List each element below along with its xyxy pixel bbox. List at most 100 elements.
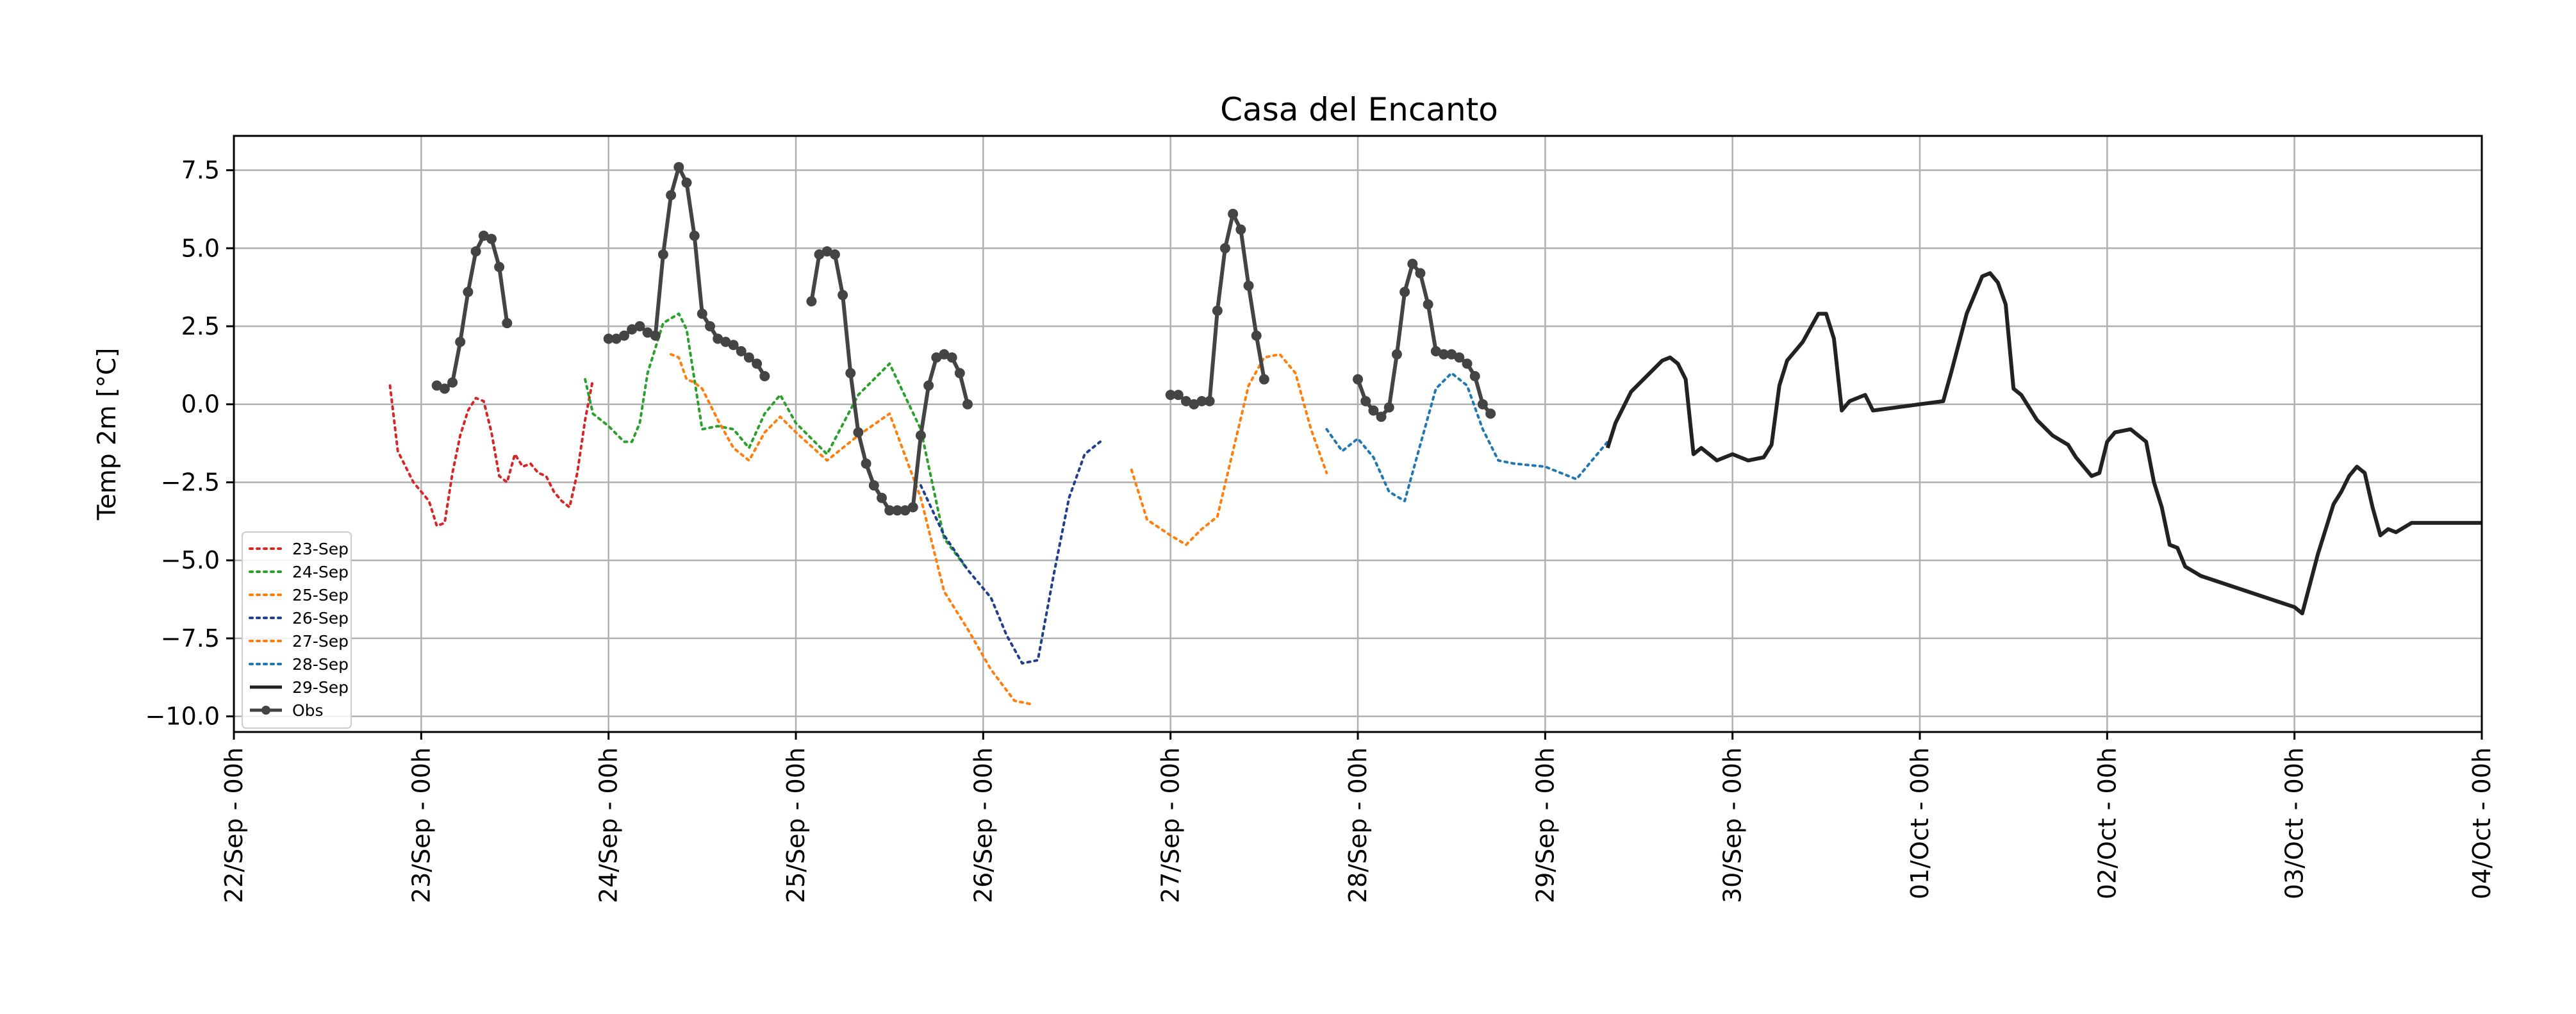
x-tick-label: 23/Sep - 00h bbox=[407, 747, 435, 903]
series-line-24-Sep bbox=[584, 312, 969, 571]
obs-point bbox=[657, 249, 668, 260]
obs-point bbox=[705, 321, 715, 331]
obs-point bbox=[634, 321, 645, 331]
obs-point bbox=[1353, 374, 1363, 385]
obs-point bbox=[877, 492, 887, 503]
y-tick-label: 5.0 bbox=[181, 234, 220, 262]
series-layer bbox=[388, 162, 2482, 706]
obs-point bbox=[681, 178, 692, 188]
x-tick-label: 01/Oct - 00h bbox=[1906, 747, 1934, 899]
obs-point bbox=[853, 427, 864, 438]
x-tick-label: 25/Sep - 00h bbox=[782, 747, 810, 903]
obs-point bbox=[1376, 411, 1387, 422]
obs-point bbox=[1469, 370, 1480, 381]
obs-point bbox=[455, 337, 466, 347]
obs-point bbox=[478, 230, 489, 241]
obs-point bbox=[1165, 390, 1176, 401]
obs-point bbox=[829, 249, 840, 260]
obs-point bbox=[915, 430, 926, 441]
obs-point bbox=[845, 368, 856, 379]
x-tick-label: 02/Oct - 00h bbox=[2093, 747, 2121, 899]
x-tick-label: 22/Sep - 00h bbox=[220, 747, 248, 903]
x-tick-label: 24/Sep - 00h bbox=[595, 747, 623, 903]
obs-point bbox=[1407, 258, 1418, 269]
obs-point bbox=[1235, 224, 1246, 235]
obs-point bbox=[1454, 352, 1465, 363]
obs-point bbox=[907, 502, 918, 513]
chart-title: Casa del Encanto bbox=[1220, 91, 1498, 128]
obs-point bbox=[463, 287, 474, 297]
obs-point bbox=[1259, 374, 1269, 385]
y-tick-label: −10.0 bbox=[145, 702, 220, 731]
legend-label: 24-Sep bbox=[292, 563, 349, 581]
obs-point bbox=[1391, 349, 1402, 360]
obs-point bbox=[1189, 399, 1200, 410]
x-tick-label: 28/Sep - 00h bbox=[1344, 747, 1372, 903]
obs-point bbox=[923, 380, 934, 391]
y-tick-label: −5.0 bbox=[161, 546, 220, 574]
obs-point bbox=[1477, 399, 1488, 410]
obs-point bbox=[1243, 280, 1254, 291]
obs-point bbox=[1446, 349, 1457, 360]
obs-point bbox=[627, 324, 638, 335]
obs-point bbox=[806, 296, 817, 307]
legend-label: 29-Sep bbox=[292, 678, 349, 697]
series-line-29-Sep bbox=[1605, 271, 2482, 615]
legend-label: 26-Sep bbox=[292, 609, 349, 628]
series-line-23-Sep bbox=[388, 378, 595, 528]
obs-point bbox=[1228, 208, 1239, 219]
obs-point bbox=[728, 340, 739, 351]
series-line-25-Sep bbox=[670, 353, 1032, 706]
obs-point bbox=[861, 458, 871, 469]
y-tick-label: 0.0 bbox=[181, 390, 220, 419]
obs-point bbox=[650, 330, 661, 341]
obs-point bbox=[759, 370, 770, 381]
legend-label: 28-Sep bbox=[292, 655, 349, 674]
legend-box bbox=[242, 531, 352, 729]
obs-point bbox=[1430, 346, 1441, 356]
obs-point bbox=[1204, 395, 1215, 406]
obs-point bbox=[1485, 408, 1496, 419]
obs-point bbox=[1383, 402, 1394, 413]
obs-point bbox=[868, 480, 879, 491]
legend-label: Obs bbox=[292, 701, 324, 720]
obs-point bbox=[892, 505, 903, 516]
obs-point bbox=[666, 190, 677, 201]
obs-point bbox=[494, 262, 505, 272]
series-line-28-Sep bbox=[1325, 372, 1609, 503]
legend-label: 25-Sep bbox=[292, 586, 349, 604]
obs-point bbox=[619, 330, 629, 341]
obs-point bbox=[470, 246, 481, 257]
y-tick-label: 7.5 bbox=[181, 156, 220, 185]
obs-point bbox=[931, 352, 942, 363]
obs-point bbox=[447, 377, 458, 388]
y-tick-label: −2.5 bbox=[161, 468, 220, 496]
obs-point bbox=[939, 349, 950, 360]
obs-point bbox=[713, 333, 723, 344]
obs-point bbox=[720, 337, 731, 347]
obs-point bbox=[1251, 330, 1262, 341]
x-tick-label: 30/Sep - 00h bbox=[1719, 747, 1747, 903]
legend: 23-Sep 24-Sep 25-Sep 26-Sep 27-Sep 28-Sep 29-S… bbox=[242, 531, 352, 729]
x-tick-label: 03/Oct - 00h bbox=[2281, 747, 2309, 899]
y-axis: 7.5 5.0 2.5 0.0 −2.5 −5.0 −7.5 −10.0 bbox=[145, 156, 234, 731]
obs-point bbox=[954, 368, 965, 379]
series-line-27-Sep bbox=[1130, 353, 1328, 546]
obs-point bbox=[439, 383, 450, 394]
obs-point bbox=[1423, 299, 1433, 310]
obs-point bbox=[814, 249, 825, 260]
obs-point bbox=[697, 308, 707, 319]
obs-point bbox=[603, 333, 614, 344]
x-tick-label: 27/Sep - 00h bbox=[1157, 747, 1185, 903]
legend-label: 27-Sep bbox=[292, 632, 349, 651]
x-tick-label: 26/Sep - 00h bbox=[969, 747, 997, 903]
obs-point bbox=[884, 505, 895, 516]
obs-point bbox=[752, 358, 763, 369]
obs-point bbox=[1181, 395, 1191, 406]
x-axis: 22/Sep - 00h 23/Sep - 00h 24/Sep - 00h 25/S… bbox=[220, 732, 2496, 903]
obs-point bbox=[1462, 358, 1473, 369]
obs-point bbox=[642, 327, 653, 338]
obs-point bbox=[689, 230, 700, 241]
